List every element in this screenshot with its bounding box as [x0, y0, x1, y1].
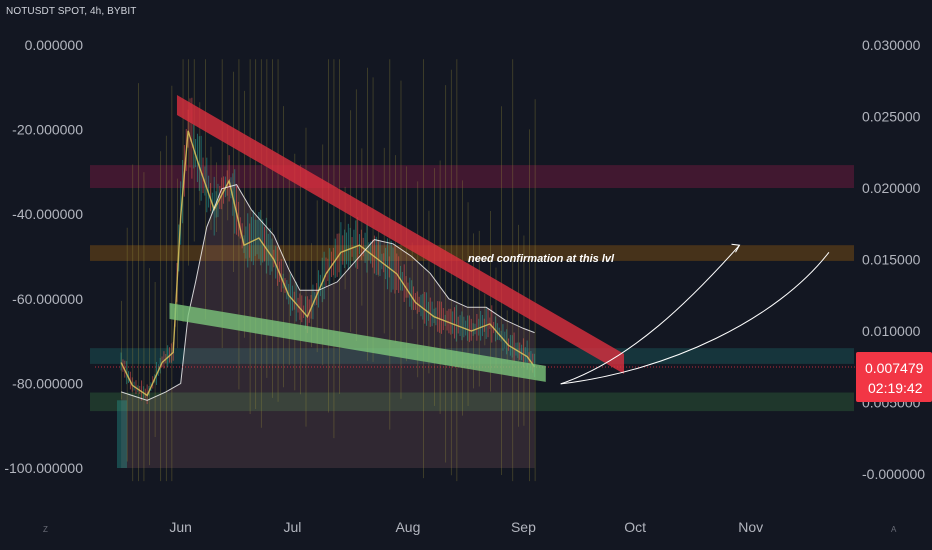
left-tick-label: -20.000000 — [12, 122, 83, 138]
symbol-title: NOTUSDT SPOT, 4h, BYBIT — [6, 6, 137, 17]
zone-3 — [90, 392, 854, 412]
right-tick-label: 0.010000 — [862, 323, 921, 339]
trendline-layer — [169, 95, 625, 382]
month-tick-label: Aug — [395, 519, 420, 535]
right-tick-label: 0.020000 — [862, 180, 921, 196]
price-tag-background — [856, 352, 932, 402]
support-channel — [169, 302, 546, 382]
price-tag-countdown: 02:19:42 — [868, 380, 923, 396]
left-tick-label: -40.000000 — [12, 206, 83, 222]
left-price-axis[interactable]: 0.000000 -20.000000 -40.000000 -60.000000 -8… — [4, 37, 83, 476]
left-tick-label: -100.000000 — [4, 460, 83, 476]
projection-curve-0 — [560, 244, 740, 385]
log-scale-toggle[interactable]: Z — [43, 525, 48, 534]
time-axis[interactable]: Jun Jul Aug Sep Oct Nov — [169, 519, 763, 535]
right-tick-label: -0.000000 — [862, 466, 925, 482]
left-tick-label: -80.000000 — [12, 375, 83, 391]
month-tick-label: Jul — [283, 519, 301, 535]
zone-1 — [90, 245, 854, 261]
right-tick-label: 0.015000 — [862, 252, 921, 268]
series-line-0 — [120, 130, 536, 397]
drawdown-area — [121, 184, 535, 468]
month-tick-label: Sep — [511, 519, 536, 535]
right-tick-label: 0.030000 — [862, 37, 921, 53]
left-tick-label: -60.000000 — [12, 291, 83, 307]
price-tag: 0.007479 02:19:42 — [856, 352, 932, 402]
month-tick-label: Nov — [738, 519, 763, 535]
left-tick-label: 0.000000 — [25, 37, 84, 53]
auto-scale-toggle[interactable]: A — [891, 525, 897, 534]
month-tick-label: Jun — [169, 519, 192, 535]
annotation-label: need confirmation at this lvl — [468, 253, 615, 265]
month-tick-label: Oct — [624, 519, 646, 535]
price-tag-value: 0.007479 — [865, 360, 924, 376]
projection-arrowhead — [731, 243, 741, 253]
projection-layer — [560, 243, 830, 385]
right-tick-label: 0.025000 — [862, 109, 921, 125]
projection-curve-1 — [560, 252, 830, 385]
right-price-axis[interactable]: 0.030000 0.025000 0.020000 0.015000 0.010000… — [862, 37, 925, 482]
resistance-channel — [176, 95, 625, 374]
drawdown-start-block — [117, 400, 127, 468]
